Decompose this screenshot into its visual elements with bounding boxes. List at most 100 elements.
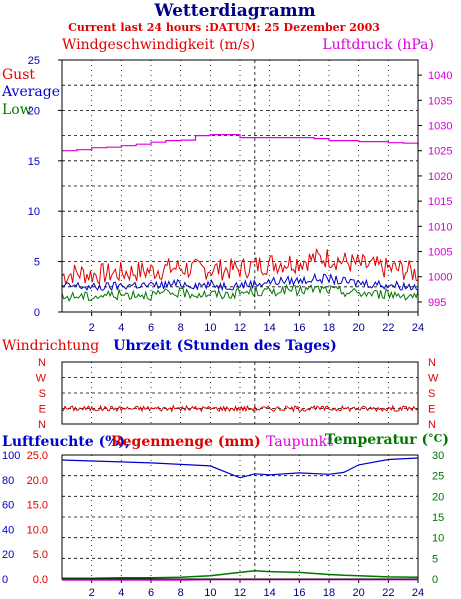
direction-plot-frame xyxy=(61,361,419,425)
legend-low: Low xyxy=(2,102,32,118)
humidity-tick-label: 80 xyxy=(2,475,14,487)
wind-tick-label: 0 xyxy=(34,307,40,319)
direction-grid xyxy=(62,362,418,424)
direction-lines xyxy=(61,404,419,413)
pressure-tick-label: 995 xyxy=(428,297,446,309)
humidity-tick-label: 40 xyxy=(2,524,14,536)
humidity-title: Luftfeuchte (%), xyxy=(2,434,130,450)
wind-x-tick-label: 8 xyxy=(178,322,184,334)
humidity-plot-frame xyxy=(61,454,419,580)
humidity-lines xyxy=(61,457,419,581)
rain-tick-label: 5.0 xyxy=(33,549,48,561)
wind-x-tick-label: 16 xyxy=(293,322,305,334)
series-gust-line xyxy=(61,248,419,286)
humidity-x-tick-label: 16 xyxy=(293,587,305,599)
direction-title: Windrichtung xyxy=(2,338,99,354)
wind-plot-frame xyxy=(61,59,419,313)
direction-tick-right: S xyxy=(428,388,435,400)
wind-x-tick-label: 10 xyxy=(204,322,216,334)
rain-tick-label: 20.0 xyxy=(27,475,48,487)
humidity-x-tick-label: 8 xyxy=(178,587,184,599)
temperature-title: Temperatur (°C) xyxy=(325,432,449,448)
temp-tick-label: 25 xyxy=(432,471,444,483)
humidity-x-tick-label: 6 xyxy=(148,587,154,599)
wind-x-tick-label: 2 xyxy=(89,322,95,334)
wind-x-tick-label: 18 xyxy=(323,322,335,334)
direction-tick-right: N xyxy=(428,357,436,369)
pressure-tick-label: 1000 xyxy=(428,272,452,284)
wind-tick-label: 10 xyxy=(28,206,40,218)
pressure-tick-label: 1030 xyxy=(428,121,452,133)
humidity-x-tick-label: 18 xyxy=(323,587,335,599)
humidity-tick-label: 100 xyxy=(2,450,20,462)
wind-x-tick-label: 12 xyxy=(234,322,246,334)
rain-tick-label: 15.0 xyxy=(27,500,48,512)
pressure-tick-label: 1025 xyxy=(428,146,452,158)
humidity-grid xyxy=(62,455,418,579)
direction-ticks: N NE ES SW WN N xyxy=(36,357,439,431)
dewpoint-title: Taupunkt xyxy=(266,434,333,450)
wind-axis-title: Windgeschwindigkeit (m/s) xyxy=(62,37,255,53)
humidity-x-tick-label: 2 xyxy=(89,587,95,599)
rain-tick-label: 0.0 xyxy=(33,574,48,586)
wind-tick-label: 20 xyxy=(28,105,40,117)
humidity-x-tick-label: 14 xyxy=(264,587,276,599)
temp-tick-label: 10 xyxy=(432,533,444,545)
pressure-tick-label: 1015 xyxy=(428,196,452,208)
temperature-unit: °C xyxy=(428,432,443,445)
temp-tick-label: 15 xyxy=(432,512,444,524)
rain-tick-label: 25.0 xyxy=(27,450,48,462)
humidity-tick-label: 60 xyxy=(2,500,14,512)
direction-tick-left: N xyxy=(38,419,46,431)
rain-tick-label: 10.0 xyxy=(27,524,48,536)
time-axis-title: Uhrzeit (Stunden des Tages) xyxy=(113,338,336,354)
pressure-axis-title: Luftdruck (hPa) xyxy=(322,37,434,53)
legend-gust: Gust xyxy=(2,67,35,83)
wind-x-tick-label: 20 xyxy=(353,322,365,334)
wind-tick-label: 15 xyxy=(28,156,40,168)
wind-tick-label: 5 xyxy=(34,257,40,269)
wind-lines xyxy=(61,134,419,302)
series-windrichtung-line xyxy=(61,404,419,413)
temperature-title-text: Temperatur ( xyxy=(325,432,428,448)
humidity-x-tick-label: 4 xyxy=(118,587,124,599)
wind-x-tick-label: 24 xyxy=(412,322,424,334)
series-average-line xyxy=(61,272,419,292)
direction-tick-right: E xyxy=(428,404,435,416)
temp-tick-label: 20 xyxy=(432,491,444,503)
humidity-x-tick-label: 10 xyxy=(204,587,216,599)
wind-x-tick-label: 6 xyxy=(148,322,154,334)
wind-tick-label: 25 xyxy=(28,55,40,67)
temp-tick-label: 5 xyxy=(432,553,438,565)
wind-grid xyxy=(62,60,418,312)
temp-tick-label: 30 xyxy=(432,450,444,462)
pressure-tick-label: 1035 xyxy=(428,95,452,107)
direction-tick-left: W xyxy=(36,373,47,385)
direction-tick-right: N xyxy=(428,419,436,431)
pressure-tick-label: 1005 xyxy=(428,247,452,259)
rain-title: Regenmenge (mm) xyxy=(111,434,261,450)
series-low-line xyxy=(61,283,419,302)
chart-title: Wetterdiagramm xyxy=(153,1,315,21)
humidity-x-tick-label: 22 xyxy=(382,587,394,599)
legend-average: Average xyxy=(1,84,60,100)
temp-tick-label: 0 xyxy=(432,574,438,586)
direction-tick-left: E xyxy=(39,404,46,416)
series-luftdruck-line xyxy=(62,134,419,152)
direction-tick-left: N xyxy=(38,357,46,369)
wind-x-tick-label: 4 xyxy=(118,322,124,334)
pressure-tick-label: 1020 xyxy=(428,171,452,183)
temperature-title-close: ) xyxy=(442,432,449,448)
wind-ticks: 0510152025995100010051010101510201025103… xyxy=(28,55,453,334)
direction-tick-left: S xyxy=(39,388,46,400)
humidity-tick-label: 20 xyxy=(2,549,14,561)
series-temperatur-c--line xyxy=(62,569,419,579)
direction-tick-right: W xyxy=(428,373,439,385)
wind-x-tick-label: 22 xyxy=(382,322,394,334)
series-regenmenge-mm--line xyxy=(61,457,419,479)
wind-x-tick-label: 14 xyxy=(264,322,276,334)
pressure-tick-label: 1010 xyxy=(428,221,452,233)
humidity-x-tick-label: 24 xyxy=(412,587,424,599)
